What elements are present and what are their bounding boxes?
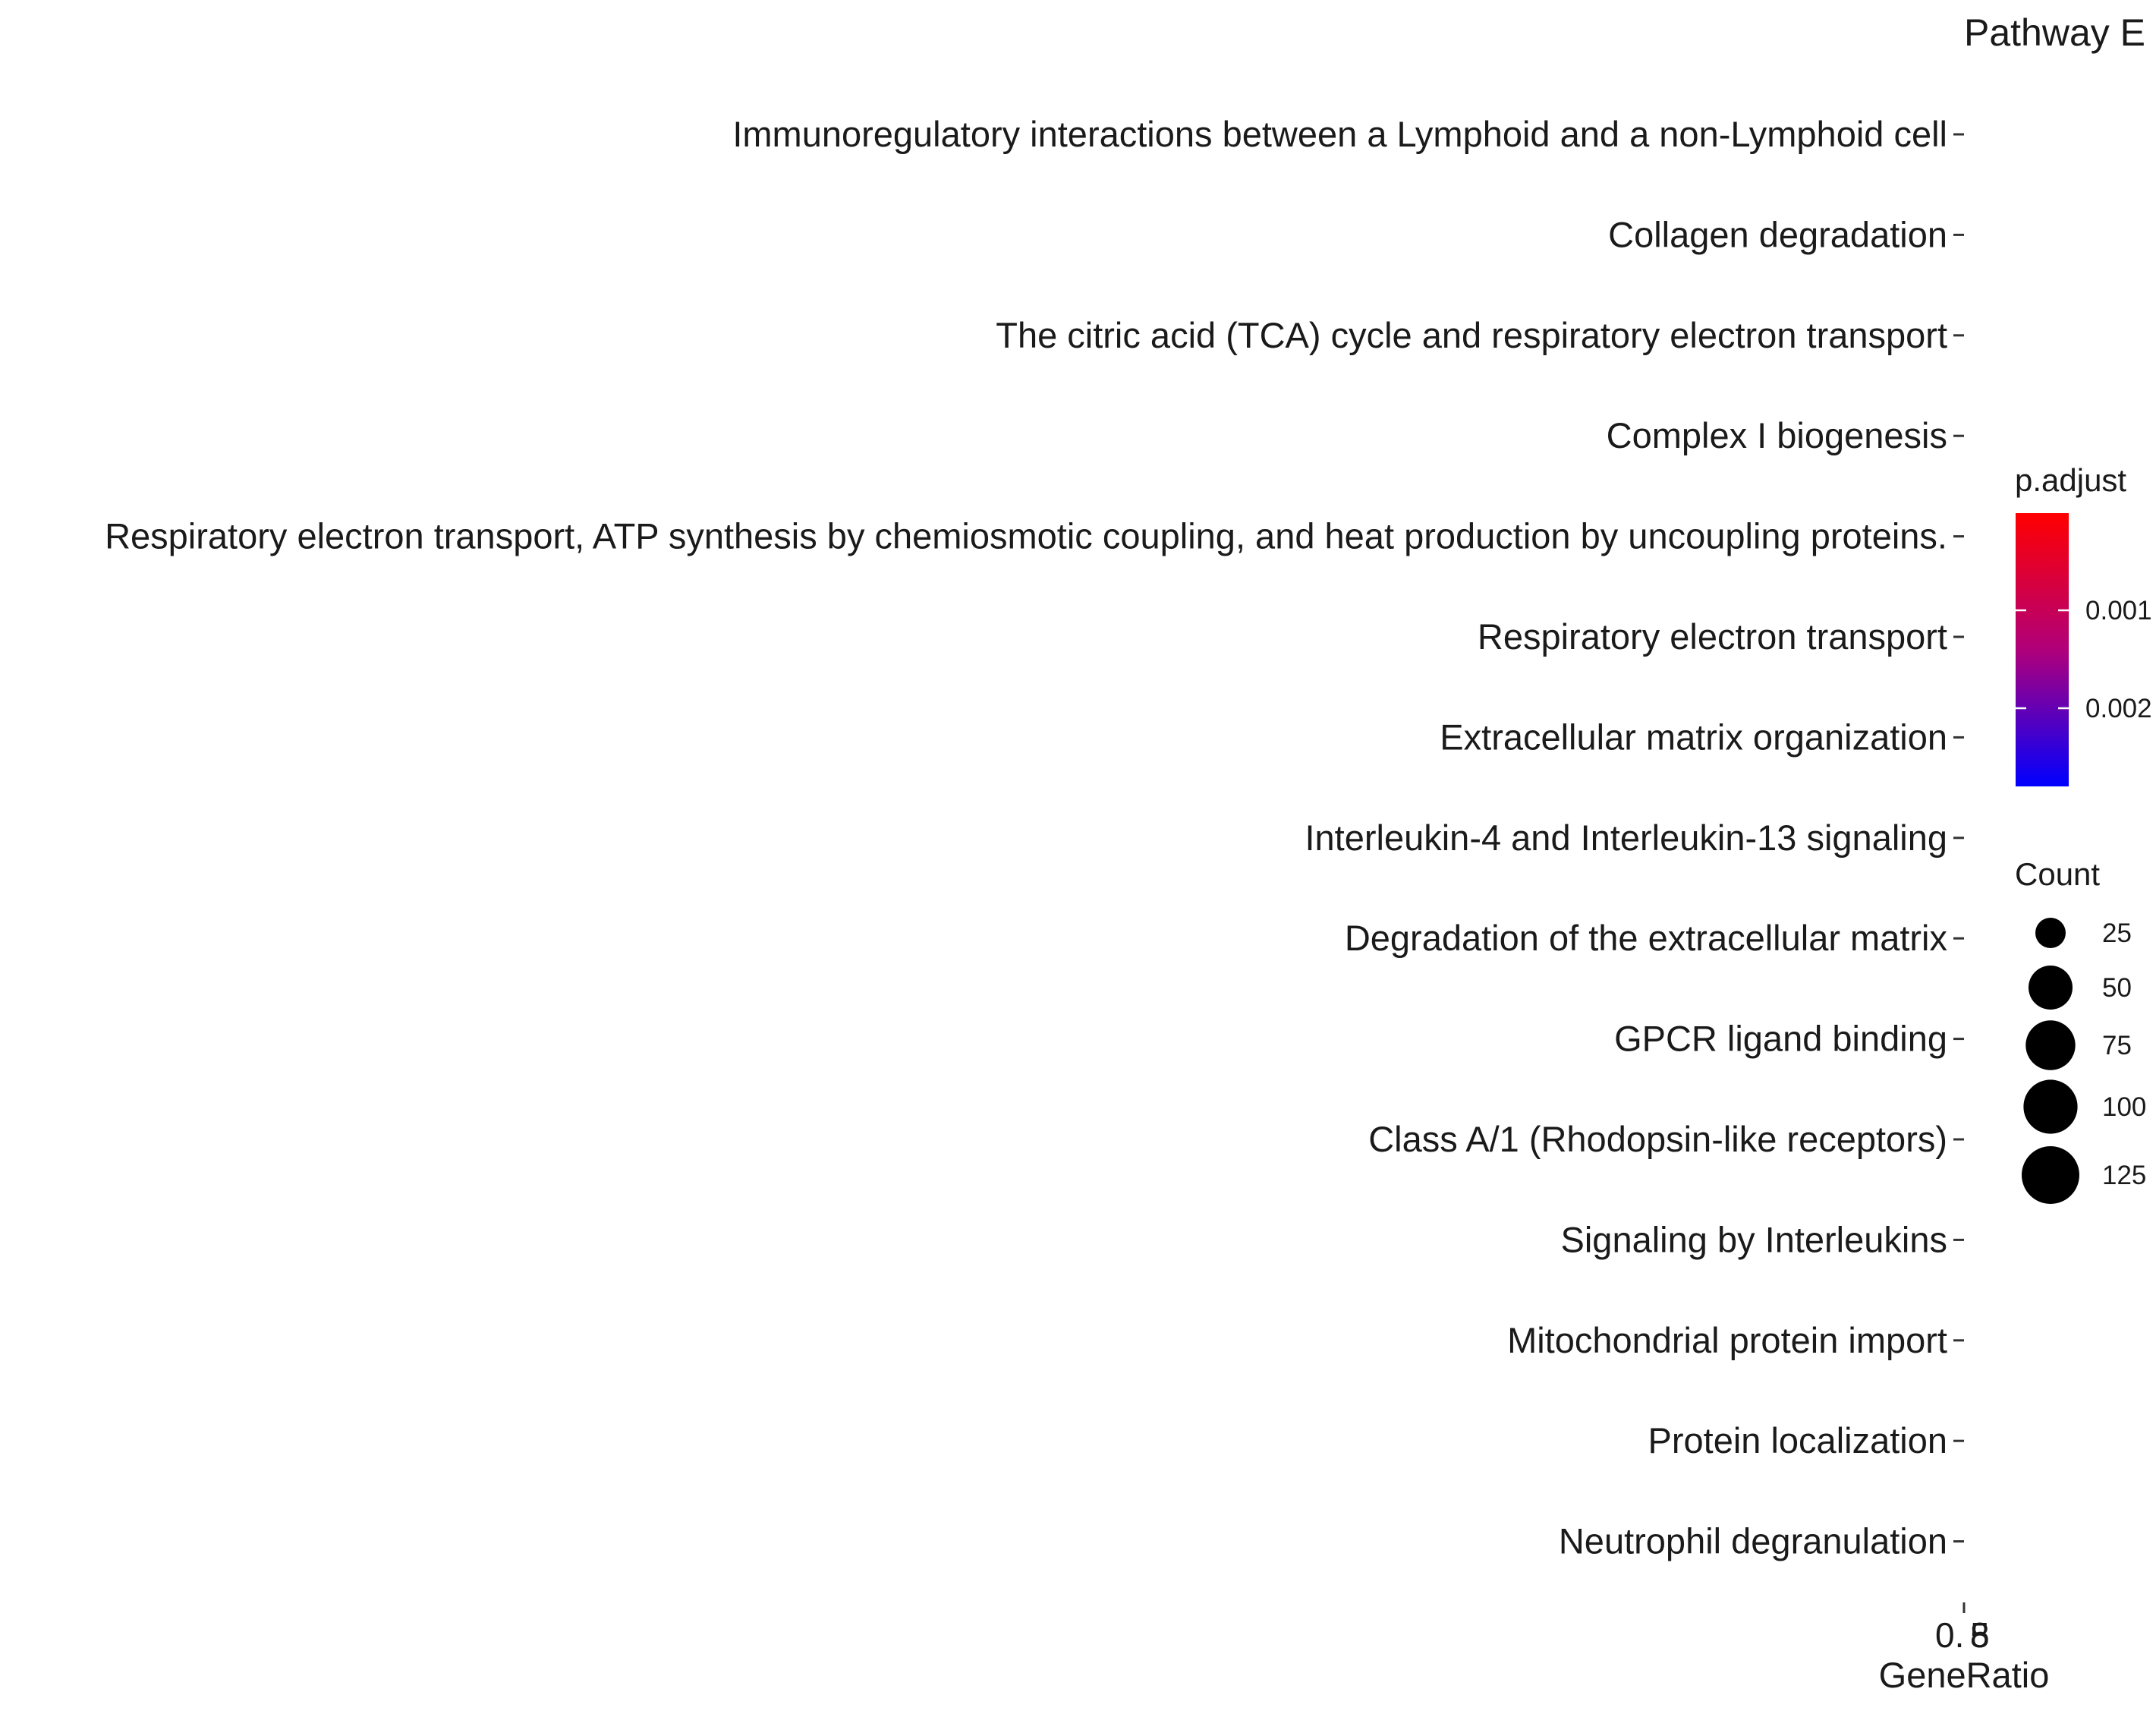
y-category-label: Protein localization	[1648, 1420, 1948, 1460]
y-category-label: Mitochondrial protein import	[1507, 1320, 1947, 1360]
y-category-label: Respiratory electron transport	[1478, 616, 1947, 657]
y-category-label: The citric acid (TCA) cycle and respirat…	[996, 315, 1947, 355]
y-category-label: Complex I biogenesis	[1607, 415, 1947, 455]
y-category-label: Extracellular matrix organization	[1440, 717, 1947, 757]
count-legend: Count 25 50 75 100 125	[2015, 856, 2146, 1204]
size-legend-circle	[2023, 1079, 2078, 1134]
size-legend-label: 75	[2102, 1031, 2132, 1060]
size-legend-label: 100	[2102, 1092, 2146, 1122]
size-legend-circle	[2022, 1146, 2079, 1204]
size-legend-label: 50	[2102, 973, 2132, 1003]
y-category-label: Signaling by Interleukins	[1561, 1219, 1947, 1259]
y-category-label: Collagen degradation	[1608, 214, 1947, 254]
size-legend-label: 125	[2102, 1161, 2146, 1190]
size-legend-circle	[2025, 1020, 2076, 1070]
y-category-label: Class A/1 (Rhodopsin-like receptors)	[1368, 1119, 1947, 1159]
p-adjust-legend: p.adjust 0.001 0.002	[2015, 462, 2152, 786]
color-legend-label: 0.001	[2085, 596, 2152, 625]
x-axis: 0. 8 5 GeneRatio	[1879, 1602, 2050, 1695]
x-tick-label: 8	[1970, 1615, 1990, 1655]
x-tick-label: 5	[1970, 1615, 1990, 1655]
x-tick-label: 0.	[1935, 1615, 1964, 1655]
size-legend-label: 25	[2102, 918, 2132, 948]
color-legend-title: p.adjust	[2015, 462, 2126, 498]
color-gradient-bar	[2016, 513, 2069, 786]
size-legend-circle	[2035, 918, 2066, 948]
y-category-label: Interleukin-4 and Interleukin-13 signali…	[1305, 818, 1947, 858]
color-legend-label: 0.002	[2085, 694, 2152, 723]
y-category-label: GPCR ligand binding	[1614, 1019, 1947, 1059]
size-legend-title: Count	[2015, 856, 2100, 892]
y-category-label: Degradation of the extracellular matrix	[1345, 918, 1947, 958]
y-category-label: Neutrophil degranulation	[1559, 1521, 1947, 1561]
chart-title: Pathway E	[1964, 11, 2145, 54]
y-axis: Immunoregulatory interactions between a …	[105, 114, 1964, 1561]
size-legend-circle	[2029, 966, 2073, 1010]
y-category-label: Immunoregulatory interactions between a …	[732, 114, 1947, 154]
y-category-label: Respiratory electron transport, ATP synt…	[105, 516, 1947, 556]
x-axis-title: GeneRatio	[1879, 1655, 2050, 1695]
